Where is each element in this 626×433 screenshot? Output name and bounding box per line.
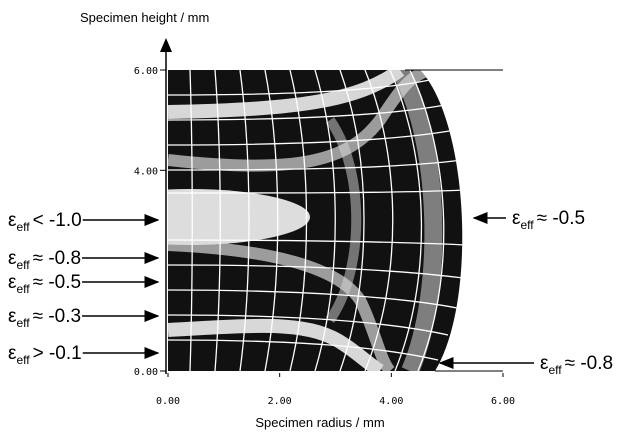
annotation-relation: ≈ -0.5 [537, 208, 585, 229]
annotation-relation: > -0.1 [33, 343, 82, 364]
annotation-symbol: ε [8, 306, 17, 327]
annotation-symbol: ε [8, 343, 17, 364]
y-tick-label: 6.00 [134, 66, 158, 77]
field-image [168, 70, 463, 371]
y-axis-label: Specimen height / mm [80, 10, 209, 25]
annotation: εeff ≈ -0.8 [540, 353, 613, 377]
y-tick-label: 0.00 [134, 367, 158, 378]
x-tick-label: 4.00 [379, 396, 403, 407]
annotation-symbol: ε [540, 353, 549, 374]
annotation-relation: ≈ -0.8 [565, 353, 613, 374]
annotation-relation: ≈ -0.3 [33, 306, 81, 327]
annotation: εeff ≈ -0.5 [8, 272, 81, 296]
annotation-symbol: ε [8, 210, 17, 231]
annotation: εeff < -1.0 [8, 210, 82, 234]
y-axis-arrow [160, 38, 172, 52]
annotation-relation: ≈ -0.5 [33, 272, 81, 293]
annotation-relation: ≈ -0.8 [33, 248, 81, 269]
annotation-subscript: eff [16, 353, 30, 367]
annotation-subscript: eff [16, 258, 30, 272]
annotation-relation: < -1.0 [33, 210, 82, 231]
annotation-subscript: eff [548, 363, 562, 377]
annotation-symbol: ε [8, 272, 17, 293]
annotation-subscript: eff [520, 218, 534, 232]
annotation-symbol: ε [8, 248, 17, 269]
x-axis-label: Specimen radius / mm [255, 415, 384, 430]
annotation: εeff > -0.1 [8, 343, 82, 367]
annotation-subscript: eff [16, 220, 30, 234]
x-tick-label: 0.00 [156, 396, 180, 407]
annotation-subscript: eff [16, 282, 30, 296]
annotation: εeff ≈ -0.5 [512, 208, 585, 232]
annotation: εeff ≈ -0.3 [8, 306, 81, 330]
annotation-subscript: eff [16, 316, 30, 330]
x-tick-label: 6.00 [491, 396, 515, 407]
annotation-symbol: ε [512, 208, 521, 229]
y-tick-label: 4.00 [134, 166, 158, 177]
annotation: εeff ≈ -0.8 [8, 248, 81, 272]
x-tick-label: 2.00 [268, 396, 292, 407]
